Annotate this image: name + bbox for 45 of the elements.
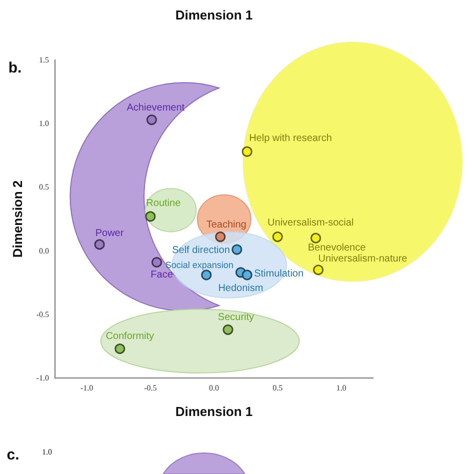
point bbox=[242, 146, 252, 157]
point bbox=[272, 232, 283, 242]
point bbox=[215, 232, 226, 242]
series-label: Face bbox=[150, 270, 174, 281]
point bbox=[232, 244, 242, 255]
series-label: Stimulation bbox=[254, 268, 304, 280]
series-label: Benevolence bbox=[308, 242, 366, 254]
point bbox=[146, 114, 157, 126]
y-tick-label: 1.0 bbox=[39, 119, 49, 128]
series-label: Achievement bbox=[126, 102, 185, 114]
point bbox=[145, 211, 156, 222]
point bbox=[114, 343, 126, 354]
point bbox=[94, 239, 105, 250]
series-label: Help with research bbox=[249, 133, 332, 144]
text: Dimension 1 bbox=[175, 8, 253, 22]
x-tick-label: 0.5 bbox=[272, 384, 283, 392]
text: c. bbox=[6, 446, 20, 464]
series-label: Hedonism bbox=[218, 282, 264, 294]
series-label: Security bbox=[218, 312, 254, 324]
y-tick-label: -0.5 bbox=[36, 310, 49, 319]
text: b. bbox=[8, 60, 22, 76]
x-tick-label: 1.0 bbox=[336, 384, 346, 392]
x-axis-title: Dimension 1 bbox=[175, 404, 253, 419]
x-tick-label: 0.0 bbox=[209, 384, 219, 392]
point bbox=[152, 257, 162, 268]
y-tick-label: 0.5 bbox=[39, 182, 49, 192]
point bbox=[313, 264, 324, 276]
point bbox=[242, 270, 252, 280]
series-label: Universalism-nature bbox=[318, 253, 408, 264]
x-tick-label: -0.5 bbox=[144, 384, 157, 392]
series-label: Self direction bbox=[172, 245, 230, 256]
series-label: Social expansion bbox=[165, 260, 234, 270]
series-label: Conformity bbox=[106, 331, 154, 342]
y-tick-label: 0.0 bbox=[39, 246, 49, 256]
series-label: Universalism-social bbox=[268, 217, 354, 228]
y-tick-label: -1.0 bbox=[36, 374, 49, 382]
y-axis-title: Dimension 2 bbox=[10, 180, 25, 258]
x-tick-label: -1.0 bbox=[80, 384, 94, 392]
series-label: Power bbox=[95, 228, 124, 239]
series-label: Routine bbox=[146, 198, 182, 209]
point bbox=[201, 270, 212, 280]
point bbox=[222, 324, 234, 335]
y-tick-label: 1.5 bbox=[39, 56, 49, 64]
series-label: Teaching bbox=[206, 219, 246, 230]
point bbox=[310, 232, 322, 244]
